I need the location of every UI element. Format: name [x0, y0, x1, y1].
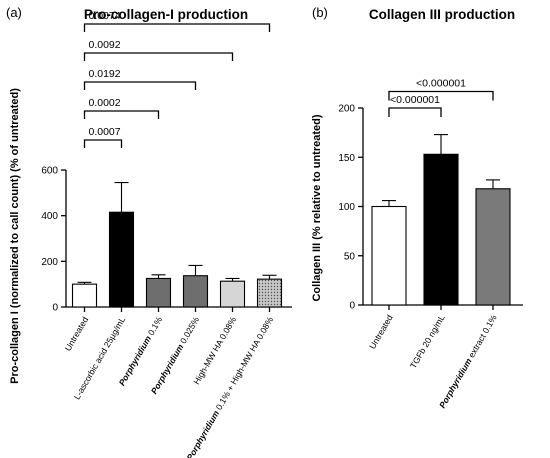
panel-a-significance-bracket — [83, 139, 123, 148]
panel-b-y-axis-label: Collagen III (% relative to untreated) — [311, 114, 323, 301]
panel-b-significance-bracket — [388, 107, 442, 117]
panel-a-bar — [219, 280, 246, 308]
panel-b-bar — [423, 153, 459, 306]
panel-a-p-value-label: 0.0002 — [89, 97, 121, 109]
panel-a-bar — [256, 278, 283, 308]
panel-a-p-value-label: 0.0074 — [89, 10, 121, 22]
panel-a-y-tick-label: 600 — [41, 166, 58, 177]
panel-a-x-tick-label: Untreated — [63, 315, 91, 353]
panel-a-bar — [108, 211, 135, 308]
panel-a-significance-bracket — [83, 52, 234, 61]
panel-b-y-tick-label: 150 — [338, 153, 355, 164]
panel-a-bar — [182, 275, 209, 308]
panel-a: (a) Pro-collagen-I production Pro-collag… — [6, 5, 292, 458]
panel-a-bar — [145, 277, 172, 308]
panel-a-bar — [71, 283, 98, 308]
panel-b: (b) Collagen III production Collagen III… — [311, 5, 523, 410]
panel-a-p-value-label: 0.0192 — [89, 68, 121, 80]
panel-a-significance-bracket — [83, 81, 197, 90]
panel-a-y-tick-label: 0 — [52, 303, 58, 314]
panel-b-bar — [371, 205, 407, 306]
panel-a-y-axis-label: Pro-collagen I (normalized to call count… — [9, 88, 21, 384]
panel-a-x-tick-label: Porphyridium 0.1% + High-MW HA 0.08% — [185, 315, 276, 458]
panel-a-p-value-label: 0.0007 — [89, 126, 121, 138]
panel-b-marks: 0 50 100 150 200 Untreated TGFb 20 ng/mLPorphy… — [338, 78, 523, 410]
panel-a-title: Pro-collagen-I production — [84, 7, 248, 22]
panel-b-y-tick-label: 100 — [338, 202, 355, 213]
panel-a-significance-bracket — [83, 23, 271, 32]
panel-b-x-tick-label: Untreated — [367, 313, 395, 351]
panel-b-x-tick-label: TGFb 20 ng/mL — [408, 313, 447, 370]
panel-a-label: (a) — [6, 5, 22, 20]
panel-b-p-value-label: <0.000001 — [416, 78, 466, 90]
panel-a-y-tick-label: 200 — [41, 257, 58, 268]
panel-a-p-value-label: 0.0092 — [89, 39, 121, 51]
panel-b-p-value-label: <0.000001 — [390, 94, 440, 106]
panel-b-x-tick-label: Porphyridium extract 0.1% — [437, 313, 499, 410]
panel-a-significance-bracket — [83, 110, 160, 119]
panel-b-significance-bracket — [388, 90, 494, 101]
panel-b-y-tick-label: 50 — [344, 251, 356, 262]
panel-b-label: (b) — [312, 5, 328, 20]
panel-b-y-tick-label: 0 — [349, 301, 355, 312]
panel-b-title: Collagen III production — [369, 7, 515, 22]
panel-b-y-tick-label: 200 — [338, 104, 355, 115]
panel-b-bar — [475, 188, 511, 306]
panel-a-y-tick-label: 400 — [41, 211, 58, 222]
